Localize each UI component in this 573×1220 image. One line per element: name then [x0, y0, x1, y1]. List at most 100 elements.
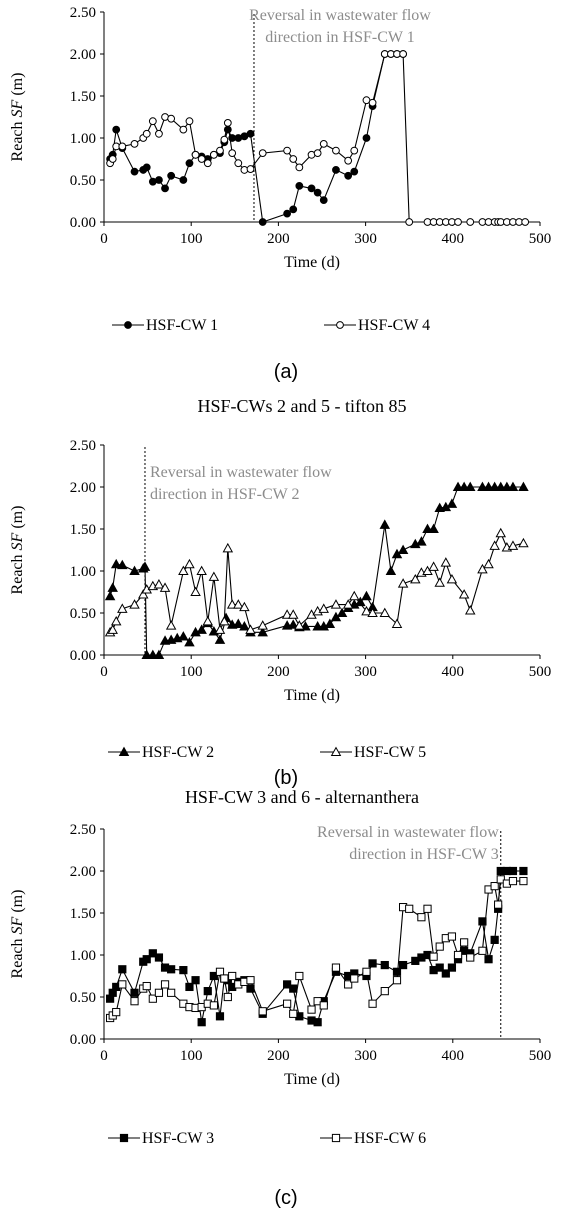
data-point	[362, 134, 371, 142]
data-point	[179, 966, 188, 975]
data-point	[208, 571, 220, 581]
series-hsf-cw-6	[106, 875, 528, 1023]
reversal-note: direction in HSF-CW 1	[265, 29, 414, 46]
legend-entry: HSF-CW 2	[108, 744, 214, 761]
data-point	[350, 146, 359, 155]
data-point	[508, 866, 518, 876]
data-point	[307, 184, 316, 193]
chart-title: HSF-CW 3 and 6 - alternanthera	[185, 787, 419, 807]
data-point	[137, 589, 149, 599]
data-point	[141, 649, 152, 660]
data-point	[226, 599, 238, 609]
legend-entry: HSF-CW 5	[320, 744, 426, 761]
data-point	[257, 620, 268, 630]
data-point	[108, 155, 117, 163]
data-point	[153, 579, 165, 589]
data-point	[246, 976, 255, 985]
y-axis-title: Reach SF (m)	[9, 73, 26, 162]
reversal-note: direction in HSF-CW 2	[150, 486, 299, 503]
data-point	[223, 118, 232, 127]
data-point	[507, 540, 519, 550]
data-point	[209, 971, 218, 981]
x-tick-label: 300	[354, 231, 377, 247]
data-point	[209, 1001, 218, 1010]
data-point	[428, 561, 439, 571]
data-point	[233, 599, 244, 609]
x-tick-label: 400	[442, 664, 465, 680]
data-point	[184, 558, 195, 569]
x-axis-title: Time (d)	[284, 1071, 340, 1088]
data-point	[501, 481, 513, 492]
data-point	[478, 946, 487, 955]
data-point	[283, 980, 292, 989]
data-point	[147, 649, 159, 660]
x-tick-label: 0	[100, 664, 108, 680]
data-point	[239, 601, 250, 612]
legend-label: HSF-CW 3	[142, 1130, 214, 1147]
data-point	[185, 982, 194, 992]
data-point	[258, 1007, 267, 1016]
legend-swatch-marker	[119, 1133, 129, 1143]
data-point	[129, 599, 140, 609]
data-point	[460, 938, 469, 947]
data-point	[391, 618, 403, 628]
data-point	[197, 1018, 206, 1027]
data-point	[283, 999, 292, 1008]
x-tick-label: 100	[180, 231, 203, 247]
data-point	[368, 98, 377, 107]
x-tick-label: 0	[100, 1048, 108, 1064]
data-point	[495, 481, 507, 492]
data-point	[130, 988, 139, 997]
data-point	[397, 544, 409, 555]
data-point	[283, 146, 292, 155]
y-tick-label: 1.50	[70, 89, 96, 105]
data-point	[245, 624, 256, 634]
data-point	[154, 953, 164, 962]
data-point	[368, 999, 377, 1008]
data-point	[118, 980, 127, 989]
chart-title: HSF-CWs 2 and 5 - tifton 85	[198, 396, 407, 416]
legend-entry: HSF-CW 6	[320, 1130, 426, 1147]
data-point	[148, 949, 157, 958]
data-point	[110, 615, 122, 626]
data-point	[416, 536, 427, 546]
data-point	[344, 156, 353, 165]
y-axis-title: Reach SF (m)	[9, 506, 26, 595]
data-point	[196, 565, 207, 576]
data-point	[107, 624, 118, 634]
data-point	[399, 50, 407, 58]
chart-panel-2: HSF-CWs 2 and 5 - tifton 85 0.00 0.50 1.00 1…	[9, 396, 551, 789]
legend-label: HSF-CW 2	[142, 744, 214, 761]
data-point	[155, 176, 163, 184]
data-point	[423, 904, 432, 913]
data-point	[219, 615, 230, 626]
data-point	[258, 218, 267, 226]
data-point	[179, 176, 188, 184]
data-point	[518, 537, 529, 548]
x-tick-label: 400	[442, 1048, 465, 1064]
data-point	[405, 904, 414, 913]
legend-entry: HSF-CW 4	[324, 317, 430, 334]
data-point	[477, 563, 488, 574]
data-point	[190, 586, 201, 597]
data-point	[428, 523, 439, 534]
data-point	[202, 615, 214, 626]
data-point	[349, 590, 360, 601]
data-point	[209, 150, 218, 159]
data-point	[214, 624, 226, 634]
y-axis-title-part: SF	[9, 916, 26, 934]
series-hsf-cw-5	[104, 527, 529, 637]
data-point	[313, 149, 322, 158]
data-point	[130, 139, 139, 148]
data-point	[246, 129, 255, 138]
data-point	[295, 971, 304, 981]
series-hsf-cw-1	[106, 50, 407, 226]
y-axis-title-part: (m)	[9, 890, 26, 917]
y-axis-title-part: (m)	[9, 506, 26, 533]
chart-panel-3: HSF-CW 3 and 6 - alternanthera 0.00 0.50 1.…	[9, 787, 551, 1209]
x-tick-label: 300	[354, 664, 377, 680]
data-point	[289, 155, 298, 163]
legend-swatch-marker	[124, 321, 132, 329]
data-point	[319, 139, 328, 148]
data-point	[287, 619, 299, 629]
